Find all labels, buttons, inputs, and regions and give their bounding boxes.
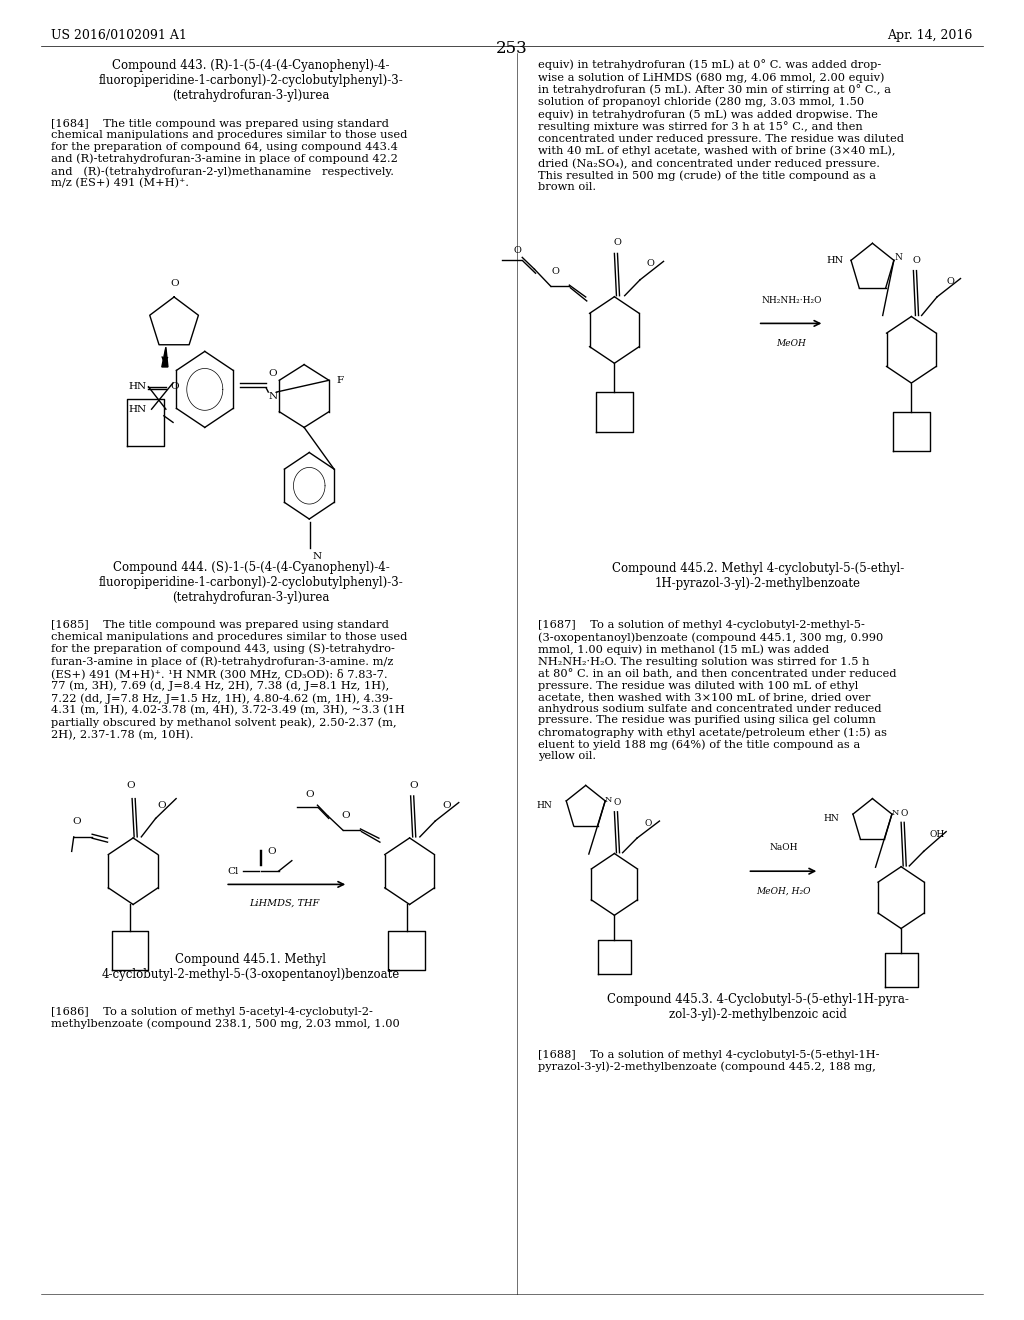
Text: 253: 253 xyxy=(496,40,528,57)
Text: O: O xyxy=(158,801,166,809)
Text: O: O xyxy=(268,370,276,378)
Text: O: O xyxy=(171,280,179,288)
Polygon shape xyxy=(162,347,168,367)
Text: equiv) in tetrahydrofuran (15 mL) at 0° C. was added drop-
wise a solution of Li: equiv) in tetrahydrofuran (15 mL) at 0° … xyxy=(538,59,903,193)
Text: O: O xyxy=(551,268,559,276)
Text: Compound 444. (S)-1-(5-(4-(4-Cyanophenyl)-4-
fluoropiperidine-1-carbonyl)-2-cycl: Compound 444. (S)-1-(5-(4-(4-Cyanophenyl… xyxy=(98,561,403,605)
Text: O: O xyxy=(267,847,275,855)
Text: O: O xyxy=(900,809,908,817)
Text: [1688]    To a solution of methyl 4-cyclobutyl-5-(5-ethyl-1H-
pyrazol-3-yl)-2-me: [1688] To a solution of methyl 4-cyclobu… xyxy=(538,1049,879,1072)
Text: MeOH: MeOH xyxy=(776,339,807,347)
Text: O: O xyxy=(946,277,954,285)
Text: O: O xyxy=(644,820,652,828)
Text: Apr. 14, 2016: Apr. 14, 2016 xyxy=(888,29,973,42)
Text: Compound 445.3. 4-Cyclobutyl-5-(5-ethyl-1H-pyra-
zol-3-yl)-2-methylbenzoic acid: Compound 445.3. 4-Cyclobutyl-5-(5-ethyl-… xyxy=(607,993,908,1020)
Text: O: O xyxy=(442,801,451,809)
Text: O: O xyxy=(912,256,921,264)
Text: N: N xyxy=(268,392,278,400)
Text: HN: HN xyxy=(537,801,553,809)
Text: O: O xyxy=(513,247,521,255)
Text: N: N xyxy=(891,809,899,817)
Text: Cl: Cl xyxy=(227,867,239,875)
Text: Compound 445.1. Methyl
4-cyclobutyl-2-methyl-5-(3-oxopentanoyl)benzoate: Compound 445.1. Methyl 4-cyclobutyl-2-me… xyxy=(101,953,400,981)
Text: NaOH: NaOH xyxy=(769,843,798,851)
Text: Compound 443. (R)-1-(5-(4-(4-Cyanophenyl)-4-
fluoropiperidine-1-carbonyl)-2-cycl: Compound 443. (R)-1-(5-(4-(4-Cyanophenyl… xyxy=(98,59,403,103)
Text: O: O xyxy=(127,781,135,789)
Text: O: O xyxy=(613,239,622,247)
Text: F: F xyxy=(337,376,344,384)
Text: O: O xyxy=(410,781,418,789)
Text: NH₂NH₂·H₂O: NH₂NH₂·H₂O xyxy=(761,297,822,305)
Text: MeOH, H₂O: MeOH, H₂O xyxy=(756,887,811,895)
Text: [1686]    To a solution of methyl 5-acetyl-4-cyclobutyl-2-
methylbenzoate (compo: [1686] To a solution of methyl 5-acetyl-… xyxy=(51,1007,400,1030)
Text: N: N xyxy=(604,796,612,804)
Text: [1685]    The title compound was prepared using standard
chemical manipulations : [1685] The title compound was prepared u… xyxy=(51,620,408,741)
Text: O: O xyxy=(613,799,622,807)
Text: OH: OH xyxy=(930,830,944,838)
Text: US 2016/0102091 A1: US 2016/0102091 A1 xyxy=(51,29,187,42)
Text: [1687]    To a solution of methyl 4-cyclobutyl-2-methyl-5-
(3-oxopentanoyl)benzo: [1687] To a solution of methyl 4-cyclobu… xyxy=(538,620,896,762)
Text: N: N xyxy=(894,253,902,261)
Text: HN: HN xyxy=(823,814,840,822)
Text: HN: HN xyxy=(128,383,146,391)
Text: [1684]    The title compound was prepared using standard
chemical manipulations : [1684] The title compound was prepared u… xyxy=(51,119,408,189)
Text: Compound 445.2. Methyl 4-cyclobutyl-5-(5-ethyl-
1H-pyrazol-3-yl)-2-methylbenzoat: Compound 445.2. Methyl 4-cyclobutyl-5-(5… xyxy=(611,562,904,590)
Text: N: N xyxy=(312,552,322,561)
Text: LiHMDS, THF: LiHMDS, THF xyxy=(250,899,319,907)
Text: O: O xyxy=(646,260,654,268)
Text: HN: HN xyxy=(826,256,843,264)
Text: O: O xyxy=(305,791,313,799)
Text: O: O xyxy=(342,812,350,820)
Text: O: O xyxy=(73,817,81,825)
Text: O: O xyxy=(170,383,178,391)
Text: HN: HN xyxy=(128,405,146,413)
